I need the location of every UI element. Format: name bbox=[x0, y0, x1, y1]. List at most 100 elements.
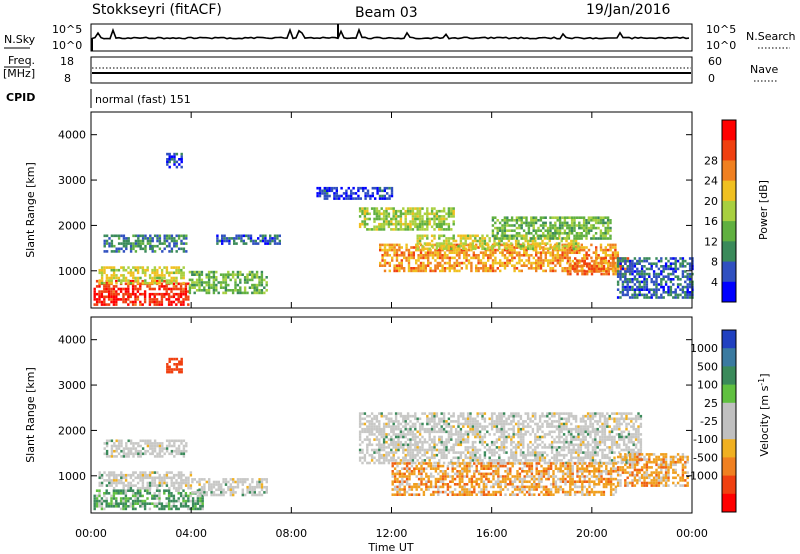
heatmap-cell bbox=[615, 422, 619, 426]
heatmap-cell bbox=[386, 251, 389, 254]
heatmap-cell bbox=[172, 271, 176, 275]
heatmap-cell bbox=[212, 286, 216, 289]
heatmap-cell bbox=[514, 456, 518, 460]
heatmap-cell bbox=[175, 486, 178, 490]
heatmap-cell bbox=[187, 476, 190, 480]
heatmap-cell bbox=[234, 286, 237, 289]
heatmap-cell bbox=[563, 248, 567, 252]
heatmap-cell bbox=[158, 279, 161, 282]
heatmap-cell bbox=[182, 494, 185, 498]
heatmap-cell bbox=[182, 292, 185, 296]
heatmap-cell bbox=[404, 435, 407, 439]
heatmap-cell bbox=[455, 248, 459, 252]
heatmap-cell bbox=[182, 499, 185, 503]
heatmap-cell bbox=[426, 420, 429, 423]
heatmap-cell bbox=[598, 435, 602, 439]
heatmap-cell bbox=[132, 271, 135, 275]
heatmap-cell bbox=[361, 456, 364, 460]
heatmap-cell bbox=[447, 247, 451, 251]
heatmap-cell bbox=[251, 278, 254, 282]
heatmap-cell bbox=[586, 425, 590, 428]
heatmap-cell bbox=[609, 264, 612, 267]
heatmap-cell bbox=[137, 244, 140, 248]
heatmap-cell bbox=[170, 158, 174, 161]
heatmap-cell bbox=[559, 264, 562, 267]
heatmap-cell bbox=[498, 420, 501, 423]
heatmap-cell bbox=[368, 422, 371, 426]
heatmap-cell bbox=[583, 246, 586, 249]
heatmap-cell bbox=[400, 259, 403, 262]
heatmap-cell bbox=[194, 499, 197, 503]
heatmap-cell bbox=[388, 261, 391, 265]
heatmap-cell bbox=[231, 273, 235, 276]
heatmap-cell bbox=[610, 440, 614, 444]
heatmap-cell bbox=[500, 417, 503, 421]
heatmap-cell bbox=[177, 471, 181, 474]
heatmap-cell bbox=[129, 281, 133, 285]
heatmap-cell bbox=[393, 251, 396, 254]
heatmap-cell bbox=[452, 222, 455, 226]
heatmap-cell bbox=[368, 438, 371, 441]
heatmap-cell bbox=[215, 488, 218, 492]
heatmap-cell bbox=[567, 443, 571, 447]
heatmap-cell bbox=[385, 459, 388, 462]
heatmap-cell bbox=[180, 274, 183, 277]
heatmap-cell bbox=[558, 237, 561, 240]
heatmap-cell bbox=[421, 225, 424, 229]
heatmap-cell bbox=[419, 254, 423, 257]
heatmap-cell bbox=[445, 242, 448, 245]
heatmap-cell bbox=[188, 283, 192, 287]
heatmap-cell bbox=[479, 267, 483, 270]
heatmap-cell bbox=[498, 412, 501, 415]
heatmap-cell bbox=[544, 221, 547, 225]
heatmap-cell bbox=[406, 225, 410, 229]
heatmap-cell bbox=[636, 280, 639, 284]
heatmap-cell bbox=[534, 451, 537, 454]
heatmap-cell bbox=[234, 273, 237, 276]
heatmap-cell bbox=[587, 221, 591, 225]
heatmap-cell bbox=[423, 212, 427, 216]
heatmap-cell bbox=[627, 446, 631, 449]
heatmap-cell bbox=[149, 242, 152, 245]
heatmap-cell bbox=[476, 433, 479, 436]
heatmap-cell bbox=[198, 273, 201, 276]
heatmap-cell bbox=[544, 256, 547, 260]
heatmap-cell bbox=[559, 254, 562, 257]
heatmap-cell bbox=[177, 292, 180, 296]
heatmap-cell bbox=[397, 412, 400, 415]
colorbar-segment bbox=[722, 160, 736, 182]
heatmap-cell bbox=[571, 267, 574, 271]
heatmap-cell bbox=[476, 430, 479, 434]
heatmap-cell bbox=[493, 443, 496, 447]
heatmap-cell bbox=[400, 246, 403, 249]
heatmap-cell bbox=[418, 222, 422, 226]
heatmap-cell bbox=[136, 290, 140, 293]
heatmap-cell bbox=[234, 278, 237, 282]
heatmap-cell bbox=[486, 448, 489, 452]
heatmap-cell bbox=[390, 448, 393, 452]
heatmap-cell bbox=[403, 256, 406, 260]
heatmap-cell bbox=[522, 453, 525, 457]
heatmap-cell bbox=[366, 207, 369, 210]
heatmap-cell bbox=[385, 222, 388, 226]
heatmap-cell bbox=[590, 270, 594, 273]
heatmap-cell bbox=[525, 219, 528, 222]
heatmap-cell bbox=[177, 237, 181, 240]
heatmap-cell bbox=[196, 502, 200, 505]
heatmap-cell bbox=[587, 226, 591, 230]
heatmap-cell bbox=[416, 234, 419, 238]
heatmap-cell bbox=[498, 448, 501, 452]
heatmap-cell bbox=[191, 270, 194, 274]
heatmap-cell bbox=[427, 259, 430, 262]
heatmap-cell bbox=[115, 300, 118, 304]
heatmap-cell bbox=[556, 251, 559, 254]
heatmap-cell bbox=[362, 189, 365, 193]
heatmap-cell bbox=[397, 209, 400, 213]
heatmap-cell bbox=[525, 248, 528, 252]
heatmap-cell bbox=[158, 303, 161, 306]
heatmap-cell bbox=[578, 269, 581, 273]
heatmap-cell bbox=[251, 491, 254, 494]
heatmap-cell bbox=[141, 303, 144, 306]
heatmap-cell bbox=[416, 209, 419, 213]
heatmap-cell bbox=[483, 247, 487, 251]
